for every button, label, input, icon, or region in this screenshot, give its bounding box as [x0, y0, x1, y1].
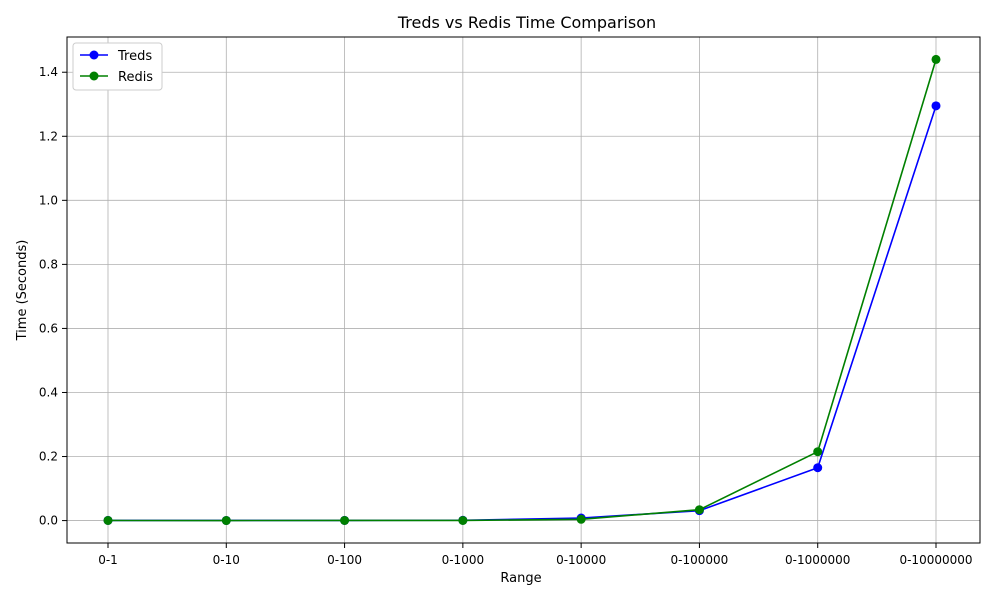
x-tick-label: 0-1000000	[785, 553, 850, 567]
x-tick-label: 0-1000	[442, 553, 485, 567]
data-point-redis	[694, 505, 704, 515]
legend: Treds Redis	[72, 42, 163, 91]
y-tick-label: 1.0	[39, 193, 58, 207]
series-line-redis	[107, 59, 937, 522]
x-tick-label: 0-100000	[671, 553, 729, 567]
x-tick-label: 0-10	[213, 553, 240, 567]
data-point-redis	[458, 515, 468, 525]
data-point-redis	[576, 514, 586, 524]
data-point-treds	[931, 101, 941, 111]
grid	[67, 37, 980, 543]
x-axis-ticks: 0-1 0-10 0-100 0-1000 0-10000 0-100000 0-10000…	[98, 543, 973, 567]
x-tick-label: 0-100	[327, 553, 362, 567]
data-point-redis	[931, 54, 941, 64]
data-point-redis	[103, 515, 113, 525]
x-tick-label: 0-10000	[556, 553, 606, 567]
y-axis-ticks: 0.0 0.2 0.4 0.6 0.8 1.0 1.2 1.4	[39, 65, 67, 528]
x-axis-label: Range	[500, 571, 541, 586]
chart-title: Treds vs Redis Time Comparison	[397, 13, 656, 32]
y-axis-label: Time (Seconds)	[15, 240, 30, 342]
y-tick-label: 0.2	[39, 450, 58, 464]
legend-marker-treds	[89, 50, 99, 60]
series-lines	[103, 54, 941, 526]
x-tick-label: 0-1	[98, 553, 118, 567]
data-point-treds	[813, 463, 823, 473]
y-tick-label: 0.4	[39, 385, 58, 399]
y-tick-label: 1.4	[39, 65, 58, 79]
x-tick-label: 0-10000000	[899, 553, 972, 567]
legend-marker-redis	[89, 71, 99, 81]
series-line-treds	[107, 105, 937, 522]
legend-label-redis: Redis	[118, 70, 153, 85]
plot-frame	[66, 36, 981, 544]
data-point-redis	[340, 515, 350, 525]
y-tick-label: 0.8	[39, 257, 58, 271]
data-point-redis	[221, 516, 231, 526]
y-tick-label: 0.0	[39, 514, 58, 528]
y-tick-label: 0.6	[39, 321, 58, 335]
data-point-redis	[813, 447, 823, 457]
legend-label-treds: Treds	[117, 49, 152, 64]
y-tick-label: 1.2	[39, 129, 58, 143]
